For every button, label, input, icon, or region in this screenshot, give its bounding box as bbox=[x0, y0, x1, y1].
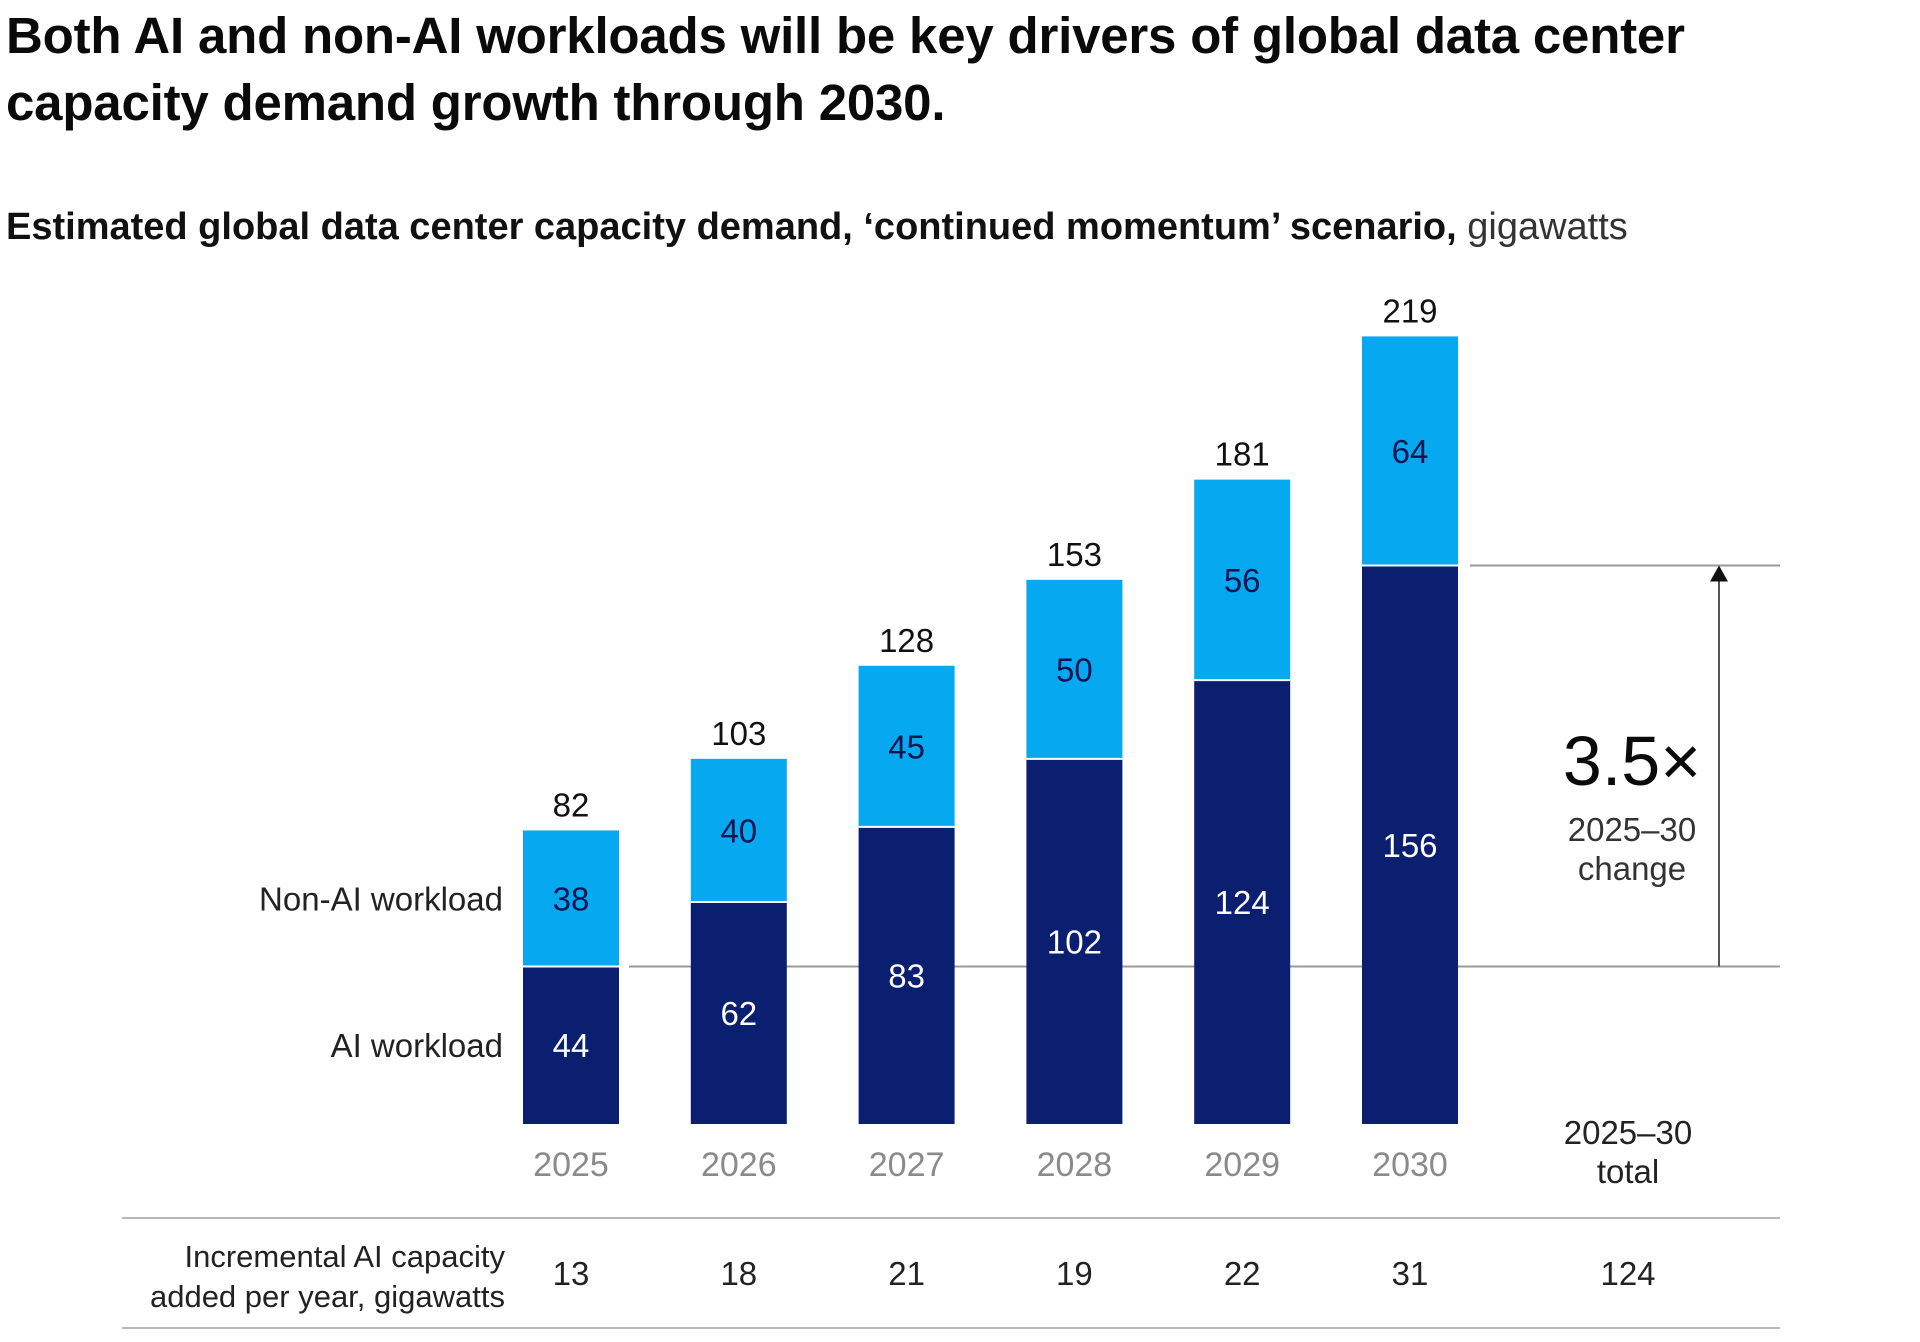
bar-non-ai-2025 bbox=[523, 830, 619, 967]
ai-value-label: 102 bbox=[1047, 923, 1102, 960]
non-ai-value-label: 38 bbox=[553, 880, 590, 917]
table-cell-2025: 13 bbox=[553, 1255, 590, 1292]
subtitle-main: Estimated global data center capacity de… bbox=[6, 206, 1457, 248]
total-value-label: 181 bbox=[1215, 436, 1270, 473]
non-ai-value-label: 40 bbox=[720, 812, 757, 849]
non-ai-value-label: 50 bbox=[1056, 651, 1093, 688]
subtitle-unit: gigawatts bbox=[1467, 206, 1628, 248]
table-cell-2029: 22 bbox=[1224, 1255, 1261, 1292]
x-tick-label: 2028 bbox=[1037, 1146, 1113, 1184]
total-value-label: 103 bbox=[711, 715, 766, 752]
table-cell-total: 124 bbox=[1600, 1255, 1655, 1292]
ai-value-label: 62 bbox=[720, 995, 757, 1032]
chart-title: Both AI and non-AI workloads will be key… bbox=[6, 7, 1685, 131]
growth-label-line2: change bbox=[1578, 850, 1686, 887]
total-value-label: 153 bbox=[1047, 536, 1102, 573]
ai-value-label: 124 bbox=[1215, 884, 1270, 921]
x-tick-label: 2029 bbox=[1204, 1146, 1280, 1184]
table-row-label-line1: Incremental AI capacity bbox=[185, 1239, 506, 1274]
growth-multiple: 3.5× bbox=[1563, 722, 1701, 800]
total-value-label: 128 bbox=[879, 622, 934, 659]
ai-value-label: 156 bbox=[1382, 827, 1437, 864]
bar-non-ai-2029 bbox=[1194, 479, 1291, 681]
table-cell-2027: 21 bbox=[888, 1255, 925, 1292]
bar-ai-2025 bbox=[523, 966, 619, 1124]
bar-ai-2029 bbox=[1194, 680, 1291, 1124]
bar-ai-2026 bbox=[690, 902, 787, 1124]
ai-value-label: 44 bbox=[553, 1027, 590, 1064]
total-value-label: 82 bbox=[553, 786, 590, 823]
growth-label-line1: 2025–30 bbox=[1568, 811, 1696, 848]
bar-ai-2027 bbox=[858, 826, 955, 1124]
table-row-label-line2: added per year, gigawatts bbox=[150, 1279, 505, 1314]
bar-non-ai-2030 bbox=[1362, 336, 1458, 566]
bars-layer bbox=[523, 336, 1458, 1124]
non-ai-value-label: 64 bbox=[1392, 433, 1429, 470]
bar-ai-2028 bbox=[1026, 758, 1123, 1124]
ai-value-label: 83 bbox=[888, 957, 925, 994]
x-tick-label: 2027 bbox=[869, 1146, 945, 1184]
x-tick-label: 2030 bbox=[1372, 1146, 1448, 1184]
legend-non-ai-workload: Non-AI workload bbox=[259, 880, 503, 917]
total-header-line2: total bbox=[1597, 1153, 1659, 1190]
non-ai-value-label: 56 bbox=[1224, 562, 1261, 599]
x-tick-label: 2026 bbox=[701, 1146, 777, 1184]
bar-ai-2030 bbox=[1362, 565, 1458, 1124]
total-value-label: 219 bbox=[1382, 292, 1437, 329]
bar-non-ai-2027 bbox=[858, 665, 955, 827]
chart-subtitle: Estimated global data center capacity de… bbox=[6, 204, 1806, 250]
labels-layer: 44 38 82 2025 62 40 103 2026 83 45 128 2027 102 50 153… bbox=[259, 292, 1448, 1184]
legend-ai-workload: AI workload bbox=[331, 1027, 503, 1064]
table-cell-2030: 31 bbox=[1392, 1255, 1429, 1292]
table-cell-2028: 19 bbox=[1056, 1255, 1093, 1292]
bar-non-ai-2028 bbox=[1026, 579, 1123, 759]
bar-non-ai-2026 bbox=[690, 758, 787, 903]
x-tick-label: 2025 bbox=[533, 1146, 609, 1184]
growth-arrow-head bbox=[1710, 565, 1728, 582]
total-header-line1: 2025–30 bbox=[1564, 1114, 1692, 1151]
non-ai-value-label: 45 bbox=[888, 728, 925, 765]
table-cell-2026: 18 bbox=[720, 1255, 757, 1292]
